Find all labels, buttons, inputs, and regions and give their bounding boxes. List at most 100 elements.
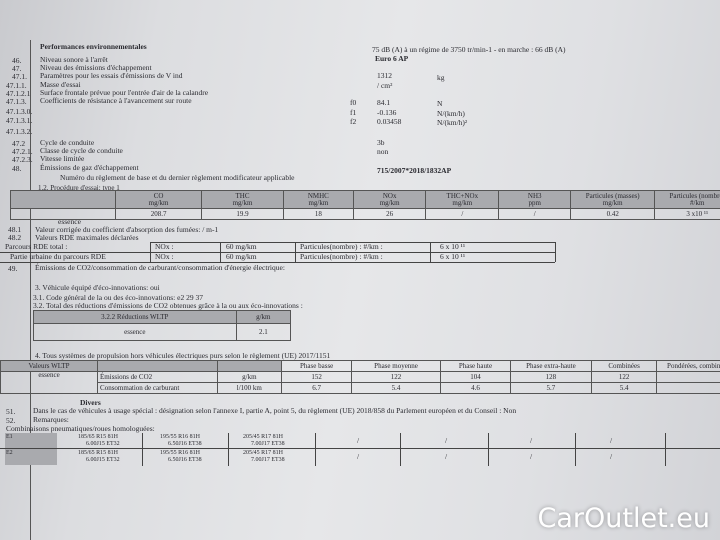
header-name: Particules (masses) [585, 191, 640, 200]
rde-divider [150, 242, 151, 262]
rde-divider [555, 242, 556, 262]
header-name: THC+NOx [446, 191, 479, 200]
f0-unit: N [437, 99, 443, 108]
item-481-label: Valeur corrigée du coefficient d'absorpt… [35, 225, 219, 234]
regulation-value: 715/2007*2018/1832AP [377, 166, 452, 175]
cell: Émissions de CO2 [97, 371, 218, 383]
item-num: 47.1.2.1 [6, 89, 31, 98]
cell: 6.7 [281, 382, 353, 394]
rim-size: 6.50J16 ET38 [168, 441, 202, 447]
header-cell: THC mg/km [201, 190, 284, 209]
cell: 122 [590, 371, 658, 383]
item-label: Cycle de conduite [40, 138, 95, 147]
rim-size: 7.00J17 ET38 [251, 457, 285, 463]
eco-innovation-total: 3.2. Total des réductions d'émissions de… [33, 301, 303, 310]
item-label: Coefficients de résistance à l'avancemen… [40, 96, 192, 105]
cell: 152 [281, 371, 353, 383]
carooutlet-watermark: CarOutlet.eu [537, 503, 710, 534]
data-row: 208.7 19.9 18 26//0.42 3 x10 ¹¹ [10, 208, 720, 220]
f1-value: -0.136 [377, 108, 397, 117]
tyre-divider [142, 433, 143, 466]
item-51-label: Dans le cas de véhicules à usage spécial… [33, 406, 517, 415]
f2-unit: N/(km/h)² [437, 118, 468, 127]
cell: g/km [216, 371, 283, 383]
header-cell: CO mg/km [114, 190, 203, 209]
noise-value: 75 dB (A) à un régime de 3750 tr/min-1 -… [372, 45, 566, 54]
rde-cell: NOx : [155, 252, 174, 261]
axle-label: E2 [6, 450, 13, 456]
item-num: 51. [6, 407, 16, 416]
cell: 19.9 [201, 208, 284, 220]
mass-value: 1312 [377, 71, 392, 80]
f2-value: 0.03458 [377, 117, 402, 126]
tyre-size: 205/45 R17 81H [243, 450, 284, 456]
rde-cell: NOx : [155, 242, 174, 251]
area-value: / cm² [377, 81, 393, 90]
axle-block [5, 433, 57, 465]
header-cell [216, 360, 283, 372]
cell [656, 382, 720, 394]
header-cell: Particules (nombre) #/km [654, 190, 720, 209]
wltp-table: Valeurs WLTP Phase basse Phase moyenne Phas… [0, 360, 720, 394]
item-num: 52. [6, 416, 16, 425]
tyre-size: 185/65 R15 81H [78, 434, 119, 440]
cell: 122 [351, 371, 441, 383]
f2-label: f2 [350, 117, 357, 126]
tyre-size: 205/45 R17 81H [243, 434, 284, 440]
item-label: Surface frontale prévue pour l'entrée d'… [40, 88, 209, 97]
item-num: 47.1. [12, 72, 27, 81]
f1-label: f1 [350, 108, 357, 117]
cell: Consommation de carburant [97, 382, 218, 394]
item-label: Classe de cycle de conduite [40, 146, 123, 155]
header-cell: Valeurs WLTP [0, 360, 99, 372]
tyre-divider [400, 433, 401, 466]
item-num: 47.2.3. [12, 155, 33, 164]
item-52-label: Remarques: [33, 415, 69, 424]
header-unit: mg/km [232, 198, 253, 207]
cell [10, 208, 116, 220]
header-cell: NOx mg/km [353, 190, 427, 209]
f0-label: f0 [350, 98, 357, 107]
tyre-divider [575, 433, 576, 466]
item48-sub: Numéro du règlement de base et du dernie… [60, 173, 295, 182]
rde-cell: 60 mg/km [226, 252, 257, 261]
slash: / [530, 436, 533, 445]
tyre-line [0, 448, 720, 449]
header-cell: Phase extra-haute [509, 360, 592, 372]
rim-size: 6.00J15 ET32 [86, 457, 120, 463]
cell: 18 [282, 208, 355, 220]
euro-value: Euro 6 AP [375, 54, 409, 63]
rde-divider [430, 242, 431, 262]
item-label: Émissions de gaz d'échappement [40, 163, 139, 172]
item-num: 47. [12, 64, 22, 73]
item-num: 47.1.1. [6, 81, 27, 90]
eco-innovation-equipped: 3. Véhicule équipé d'éco-innovations: ou… [35, 283, 160, 292]
rde-divider [220, 242, 221, 262]
type1-table: CO mg/km THC mg/km NMHC mg/km NOx mg/km THC+NOx m… [10, 190, 720, 220]
cell: 4.6 [439, 382, 511, 394]
rde-cell: Particules(nombre) : #/km : [300, 242, 383, 251]
rde-cell: Particules(nombre) : #/km : [300, 252, 383, 261]
slash: / [445, 436, 448, 445]
tyre-divider [665, 433, 666, 466]
cell: 3 x10 ¹¹ [654, 208, 720, 220]
cell: 2.1 [235, 323, 292, 341]
rde-cell: Parcours RDE total : [5, 242, 68, 251]
rim-size: 6.00J15 ET32 [86, 441, 120, 447]
item-num: 47.1.3.1. [6, 116, 33, 125]
data-row: essence 2.1 [33, 323, 292, 341]
header-name: CO [153, 191, 164, 200]
header-name: NH3 [527, 191, 542, 200]
rde-cell: 60 mg/km [226, 242, 257, 251]
slash: / [530, 452, 533, 461]
section-4-title: 4. Tous systèmes de propulsion hors véhi… [35, 351, 331, 360]
item-label: Paramètres pour les essais d'émissions d… [40, 71, 183, 80]
item-num: 47.1.3. [6, 97, 27, 106]
fuel-label: essence [58, 217, 81, 226]
divers-heading: Divers [80, 398, 101, 407]
item-482-label: Valeurs RDE maximales déclarées [35, 233, 139, 242]
item-label: Masse d'essai [40, 80, 81, 89]
item-num: 48.2 [8, 233, 22, 242]
tyre-divider [315, 433, 316, 466]
header-unit: mg/km [452, 198, 473, 207]
